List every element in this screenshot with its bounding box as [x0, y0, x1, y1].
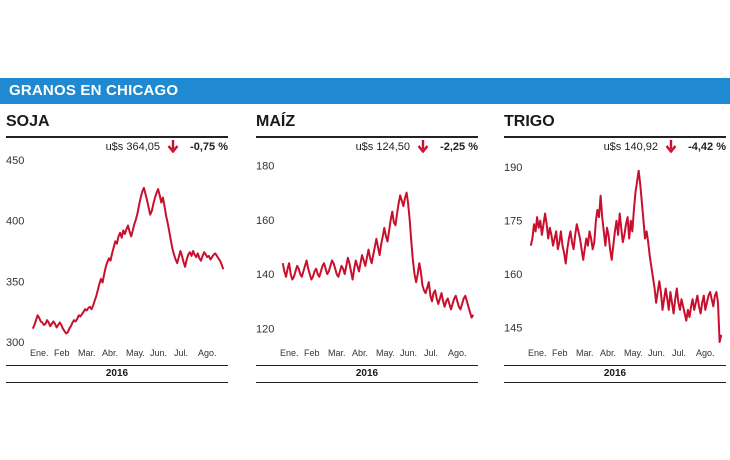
- y-tick-label: 400: [6, 216, 24, 228]
- soja-chart: 300 350 400 450 Ene. Feb Mar. Abr. May. Jun. Jul. A…: [6, 155, 225, 358]
- y-tick-label: 300: [6, 337, 24, 349]
- y-tick-label: 190: [504, 162, 522, 174]
- x-tick-label: Mar.: [576, 348, 594, 358]
- axis-divider: [256, 365, 478, 366]
- trigo-chart: 145 160 175 190 Ene. Feb Mar. Abr. May. Jun. Jul. A…: [504, 162, 723, 358]
- panel-title: MAÍZ: [256, 113, 296, 130]
- change-percent: -2,25 %: [440, 141, 478, 153]
- panel-title: SOJA: [6, 113, 50, 130]
- y-tick-label: 450: [6, 155, 24, 167]
- y-tick-label: 180: [256, 160, 274, 172]
- year-label: 2016: [355, 368, 379, 379]
- x-tick-label: May.: [624, 348, 643, 358]
- down-arrow-icon: [167, 140, 179, 153]
- price-value: u$s 364,05: [105, 141, 160, 153]
- panel-title: TRIGO: [504, 113, 555, 130]
- x-tick-label: May.: [376, 348, 395, 358]
- x-tick-label: Abr.: [600, 348, 616, 358]
- y-tick-label: 140: [256, 269, 274, 281]
- price-value: u$s 124,50: [355, 141, 410, 153]
- bottom-divider: [6, 382, 228, 383]
- x-tick-label: May.: [126, 348, 145, 358]
- y-tick-label: 160: [504, 269, 522, 281]
- y-tick-label: 350: [6, 276, 24, 288]
- axis-divider: [6, 365, 228, 366]
- price-series-line: [281, 191, 475, 319]
- price-series-line: [529, 169, 723, 343]
- year-label: 2016: [105, 368, 129, 379]
- y-tick-label: 145: [504, 323, 522, 335]
- x-tick-label: Mar.: [328, 348, 346, 358]
- price-series-line: [31, 186, 225, 335]
- x-tick-label: Jul.: [174, 348, 188, 358]
- x-tick-label: Ene.: [528, 348, 547, 358]
- x-tick-label: Mar.: [78, 348, 96, 358]
- section-title: GRANOS EN CHICAGO: [9, 82, 179, 99]
- x-tick-label: Ago.: [198, 348, 217, 358]
- x-tick-label: Abr.: [102, 348, 118, 358]
- x-tick-label: Ago.: [448, 348, 467, 358]
- x-tick-label: Abr.: [352, 348, 368, 358]
- x-tick-label: Jul.: [672, 348, 686, 358]
- trigo-panel: TRIGO u$s 140,92 -4,42 % 145 160 175 190 Ene…: [504, 104, 726, 386]
- x-tick-label: Ene.: [30, 348, 49, 358]
- year-label: 2016: [603, 368, 627, 379]
- price-value: u$s 140,92: [603, 141, 658, 153]
- bottom-divider: [256, 382, 478, 383]
- title-divider: [504, 136, 726, 138]
- title-divider: [256, 136, 478, 138]
- change-percent: -4,42 %: [688, 141, 726, 153]
- x-tick-label: Jun.: [648, 348, 665, 358]
- down-arrow-icon: [417, 140, 429, 153]
- title-divider: [6, 136, 228, 138]
- soja-panel: SOJA u$s 364,05 -0,75 % 300 350 400 450 Ene.…: [6, 104, 228, 386]
- x-tick-label: Feb: [54, 348, 70, 358]
- change-percent: -0,75 %: [190, 141, 228, 153]
- y-tick-label: 175: [504, 216, 522, 228]
- down-arrow-icon: [665, 140, 677, 153]
- maiz-panel: MAÍZ u$s 124,50 -2,25 % 120 140 160 180 Ene.…: [256, 104, 478, 386]
- section-banner: GRANOS EN CHICAGO: [0, 78, 730, 104]
- y-tick-label: 120: [256, 323, 274, 335]
- x-tick-label: Ago.: [696, 348, 715, 358]
- x-tick-label: Ene.: [280, 348, 299, 358]
- bottom-divider: [504, 382, 726, 383]
- x-tick-label: Jul.: [424, 348, 438, 358]
- x-tick-label: Jun.: [400, 348, 417, 358]
- x-tick-label: Feb: [304, 348, 320, 358]
- axis-divider: [504, 365, 726, 366]
- maiz-chart: 120 140 160 180 Ene. Feb Mar. Abr. May. Jun. Jul. A…: [256, 160, 475, 358]
- x-tick-label: Jun.: [150, 348, 167, 358]
- x-tick-label: Feb: [552, 348, 568, 358]
- y-tick-label: 160: [256, 215, 274, 227]
